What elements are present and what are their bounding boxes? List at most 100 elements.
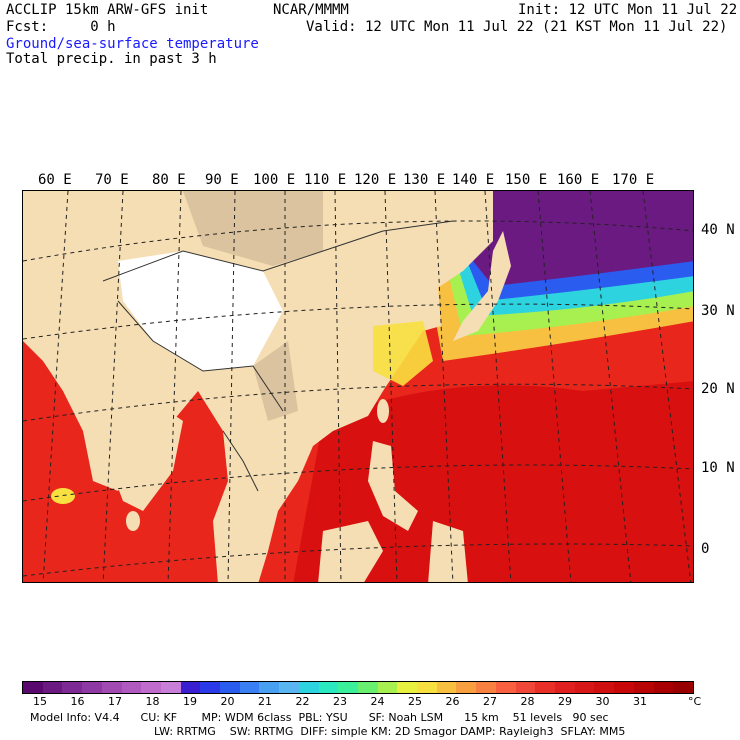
colorbar-tick-label: 22 [295,695,310,708]
border-line [102,220,454,282]
korea-land [418,286,441,331]
colorbar-swatch [62,682,83,693]
colorbar-tick-label: 25 [408,695,422,708]
colorbar-tick-label: 15 [33,695,47,708]
colorbar-swatch [377,682,398,693]
model-info-line2: LW: RRTMG SW: RRTMG DIFF: simple KM: 2D … [154,725,626,738]
colorbar-swatch [23,682,43,693]
colorbar-swatch [574,682,595,693]
grid-lon [42,191,69,582]
temperature-map [22,190,694,583]
colorbar-swatch [594,682,615,693]
india-land [108,401,183,511]
colorbar-tick-label: 21 [258,695,272,708]
colorbar-swatch [476,682,496,693]
colorbar-swatch [160,682,181,693]
lon-label: 80 E [152,172,186,188]
border-line [117,300,284,412]
grid-lon [227,191,236,582]
lat-label: 0 [701,541,710,557]
model-info-line1: Model Info: V4.4 CU: KF MP: WDM 6class P… [30,711,609,724]
colorbar-tick-label: 29 [558,695,572,708]
colorbar-swatch [673,682,693,693]
grid-lat [23,303,693,340]
grid-lon [102,191,124,582]
colorbar-swatch [121,682,142,693]
colorbar-swatch [614,682,634,693]
field-name-secondary: Total precip. in past 3 h [6,51,217,67]
colorbar-tick-label: 30 [595,695,610,708]
border-line [222,430,259,492]
colorbar-swatch [279,682,299,693]
colorbar-swatch [515,682,536,693]
colorbar-swatch [633,682,654,693]
colorbar-tick-label: 20 [220,695,235,708]
lon-label: 110 E [304,172,347,188]
colorbar-tick-label: 17 [108,695,122,708]
lon-label: 120 E [354,172,397,188]
grid-lat [23,220,693,262]
model-title: ACCLIP 15km ARW-GFS init [6,2,209,18]
colorbar-tick-label: 16 [70,695,85,708]
colorbar-swatch [82,682,102,693]
lat-label: 30 N [701,303,735,319]
colorbar-tick-label: 18 [145,695,160,708]
tibet-snow [118,251,283,371]
colorbar-swatch [653,682,674,693]
lat-label: 10 N [701,460,735,476]
map-canvas [23,191,693,582]
indonesia-land [428,521,468,582]
lat-label: 20 N [701,381,735,397]
grid-lon [484,191,512,582]
terrain-shade [253,341,298,421]
lon-label: 70 E [95,172,129,188]
colorbar-swatch [101,682,122,693]
colorbar-swatch [239,682,260,693]
grid-lon [589,191,632,582]
grid-lat [23,383,693,422]
colorbar-swatch [535,682,555,693]
lon-label: 100 E [253,172,296,188]
colorbar-tick-label: 28 [520,695,535,708]
colorbar-swatch [456,682,477,693]
colorbar-swatch [495,682,516,693]
grid-lon [384,191,398,582]
forecast-hour: Fcst: 0 h [6,19,116,35]
japan-land [453,231,511,341]
lon-label: 60 E [38,172,72,188]
borneo-land [318,521,383,582]
colorbar-swatch [357,682,378,693]
lon-label: 90 E [205,172,239,188]
colorbar-swatch [417,682,437,693]
colorbar-tick-label: 31 [633,695,647,708]
grid-lat [23,543,693,577]
valid-time: Valid: 12 UTC Mon 11 Jul 22 (21 KST Mon … [306,19,728,35]
colorbar-swatch [42,682,63,693]
grid-lon [334,191,342,582]
colorbar-swatch [298,682,319,693]
colorbar-swatch [318,682,339,693]
lon-label: 150 E [505,172,548,188]
lon-label: 130 E [403,172,446,188]
lon-label: 140 E [452,172,495,188]
sst-band-coldest [473,191,693,286]
lat-label: 40 N [701,222,735,238]
colorbar-unit: °C [688,695,702,708]
colorbar-tick-label: 24 [370,695,385,708]
colorbar-swatch [554,682,575,693]
colorbar-swatch [397,682,418,693]
terrain-shade [183,191,323,266]
grid-lat [23,464,693,502]
srilanka-land [126,511,140,531]
temperature-colorbar [22,681,694,694]
grid-lon [434,191,454,582]
init-time: Init: 12 UTC Mon 11 Jul 22 [518,2,738,18]
lon-label: 170 E [612,172,655,188]
colorbar-swatch [259,682,280,693]
philippines-land [368,441,418,531]
field-name-primary: Ground/sea-surface temperature [6,36,259,52]
grid-lon [642,191,692,582]
colorbar-swatch [180,682,201,693]
colorbar-swatch [338,682,358,693]
colorbar-tick-label: 23 [333,695,347,708]
